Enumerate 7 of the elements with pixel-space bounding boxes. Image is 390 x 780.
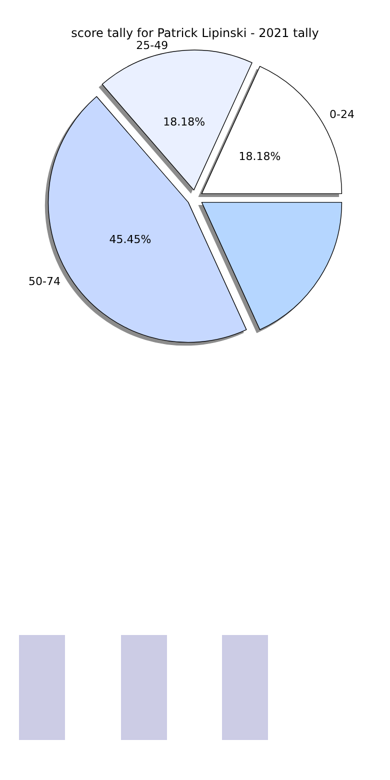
data-label: 18.18%	[238, 150, 281, 163]
data-label: 45.45%	[109, 233, 152, 246]
slice-label: 0-24	[330, 108, 355, 122]
slice-label: 25-49	[136, 39, 168, 52]
slice-label: 50-74	[28, 274, 60, 288]
data-label: 18.18%	[163, 115, 206, 128]
chart-title: score tally for Patrick Lipinski - 2021 tally	[71, 26, 319, 40]
